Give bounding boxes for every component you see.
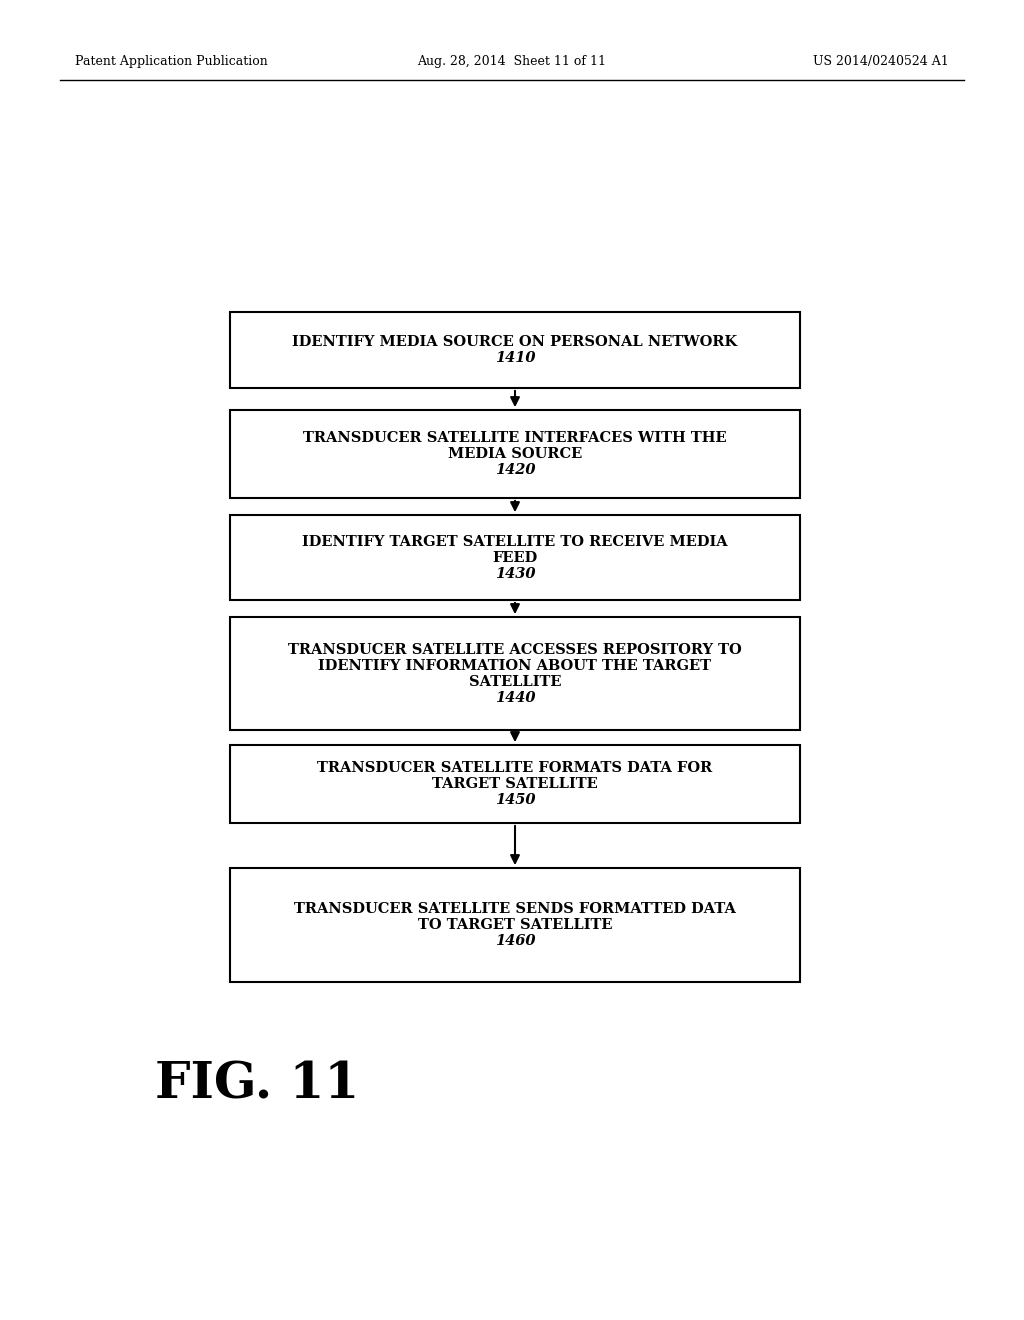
Text: IDENTIFY TARGET SATELLITE TO RECEIVE MEDIA: IDENTIFY TARGET SATELLITE TO RECEIVE MED… [302, 535, 728, 549]
Text: US 2014/0240524 A1: US 2014/0240524 A1 [813, 55, 949, 69]
Bar [230, 515, 800, 601]
Text: TARGET SATELLITE: TARGET SATELLITE [432, 777, 598, 791]
Text: SATELLITE: SATELLITE [469, 675, 561, 689]
Text: IDENTIFY MEDIA SOURCE ON PERSONAL NETWORK: IDENTIFY MEDIA SOURCE ON PERSONAL NETWOR… [293, 335, 737, 348]
Text: TRANSDUCER SATELLITE INTERFACES WITH THE: TRANSDUCER SATELLITE INTERFACES WITH THE [303, 432, 727, 445]
Text: MEDIA SOURCE: MEDIA SOURCE [447, 447, 582, 461]
Bar [230, 869, 800, 982]
Text: FIG. 11: FIG. 11 [155, 1060, 359, 1110]
Text: TRANSDUCER SATELLITE ACCESSES REPOSITORY TO: TRANSDUCER SATELLITE ACCESSES REPOSITORY… [288, 643, 741, 656]
Text: 1460: 1460 [495, 935, 536, 948]
Text: IDENTIFY INFORMATION ABOUT THE TARGET: IDENTIFY INFORMATION ABOUT THE TARGET [318, 659, 712, 672]
Text: FEED: FEED [493, 550, 538, 565]
Text: TO TARGET SATELLITE: TO TARGET SATELLITE [418, 917, 612, 932]
Text: TRANSDUCER SATELLITE SENDS FORMATTED DATA: TRANSDUCER SATELLITE SENDS FORMATTED DAT… [294, 902, 736, 916]
Text: Patent Application Publication: Patent Application Publication [75, 55, 267, 69]
Bar [230, 312, 800, 388]
Bar [230, 616, 800, 730]
Text: 1440: 1440 [495, 690, 536, 705]
Bar [230, 411, 800, 498]
Bar [230, 744, 800, 822]
Text: 1450: 1450 [495, 793, 536, 807]
Text: TRANSDUCER SATELLITE FORMATS DATA FOR: TRANSDUCER SATELLITE FORMATS DATA FOR [317, 762, 713, 775]
Text: 1420: 1420 [495, 463, 536, 477]
Text: Aug. 28, 2014  Sheet 11 of 11: Aug. 28, 2014 Sheet 11 of 11 [418, 55, 606, 69]
Text: 1410: 1410 [495, 351, 536, 366]
Text: 1430: 1430 [495, 566, 536, 581]
